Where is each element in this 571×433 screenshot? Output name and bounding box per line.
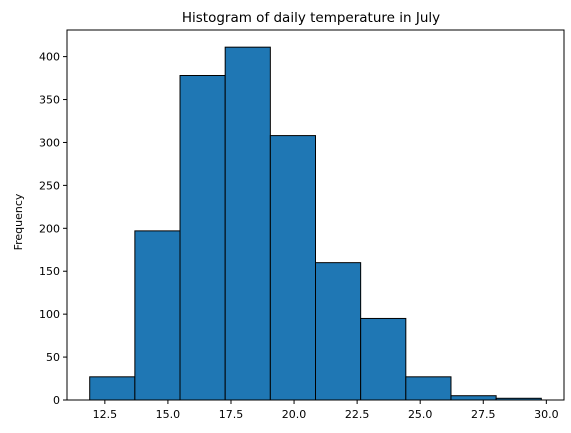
y-tick-label: 300 — [39, 136, 60, 149]
y-tick-label: 50 — [46, 351, 60, 364]
histogram-bar — [134, 230, 181, 401]
histogram-bar — [269, 135, 316, 401]
x-tick-label: 27.5 — [471, 408, 496, 421]
plot-frame — [66, 29, 565, 401]
y-tick-label: 250 — [39, 179, 60, 192]
x-tick-label: 22.5 — [345, 408, 370, 421]
y-tick-label: 150 — [39, 265, 60, 278]
histogram-bar — [405, 376, 452, 401]
y-tick-label: 0 — [53, 394, 60, 407]
histogram-bar — [315, 262, 362, 401]
histogram-bar — [360, 317, 407, 401]
histogram-bar — [450, 395, 497, 401]
x-tick-label: 25.0 — [408, 408, 433, 421]
y-tick-label: 400 — [39, 51, 60, 64]
x-tick-label: 12.5 — [93, 408, 118, 421]
x-tick-label: 17.5 — [219, 408, 244, 421]
x-axis-ticks: 12.5 15.0 17.5 20.0 22.5 25.0 27.5 30.0 — [93, 400, 559, 421]
y-axis-ticks: 0 50 100 150 200 250 300 350 400 — [39, 51, 67, 407]
y-tick-label: 100 — [39, 308, 60, 321]
x-tick-label: 20.0 — [282, 408, 307, 421]
y-tick-label: 200 — [39, 222, 60, 235]
x-tick-label: 30.0 — [534, 408, 559, 421]
histogram-bar — [224, 46, 271, 401]
y-tick-label: 350 — [39, 94, 60, 107]
chart-title: Histogram of daily temperature in July — [182, 10, 440, 26]
histogram-bar — [179, 75, 226, 401]
histogram-bar — [89, 376, 136, 401]
x-tick-label: 15.0 — [156, 408, 181, 421]
bars-group — [89, 46, 542, 401]
y-axis-label: Frequency — [12, 193, 25, 250]
